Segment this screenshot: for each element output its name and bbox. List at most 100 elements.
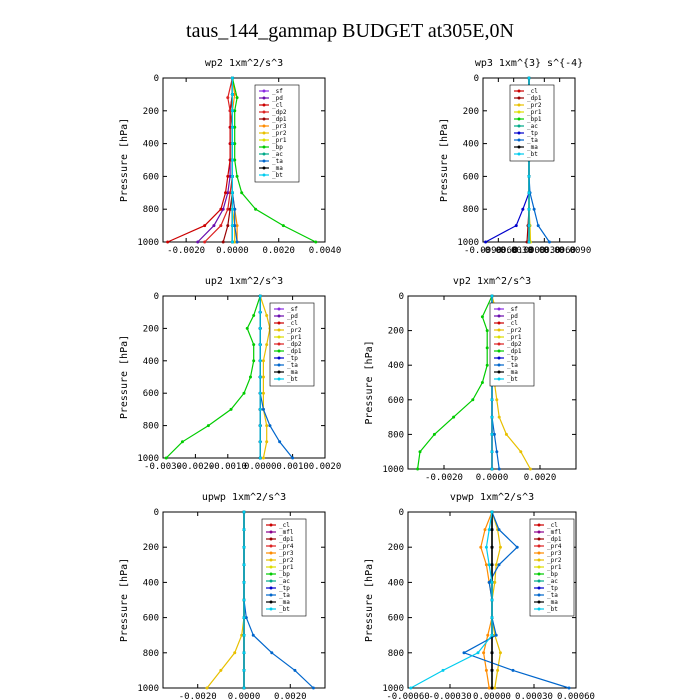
- data-point: [230, 92, 234, 96]
- data-point: [226, 191, 230, 195]
- legend-marker: [537, 558, 541, 562]
- data-point: [490, 598, 494, 602]
- legend-label: _bp: [279, 571, 290, 578]
- data-point: [242, 598, 246, 602]
- legend-marker: [277, 377, 281, 381]
- data-point: [490, 616, 494, 620]
- legend-label: _bp: [272, 144, 283, 151]
- data-point: [230, 158, 234, 162]
- legend-marker: [269, 565, 273, 569]
- legend-label: _dp1: [507, 348, 522, 355]
- data-point: [519, 450, 523, 454]
- data-point: [291, 456, 295, 460]
- legend-marker: [517, 138, 521, 142]
- data-point: [228, 174, 232, 178]
- data-point: [462, 651, 466, 655]
- y-tick-label: 400: [388, 578, 404, 588]
- data-point: [484, 545, 488, 549]
- data-point: [261, 375, 265, 379]
- legend-marker: [497, 321, 501, 325]
- data-point: [432, 432, 436, 436]
- data-point: [258, 391, 262, 395]
- data-point: [258, 375, 262, 379]
- data-point: [233, 207, 237, 211]
- y-tick-label: 800: [388, 430, 404, 440]
- data-point: [228, 207, 232, 211]
- data-point: [203, 240, 207, 244]
- panel-4: vp2 1xm^2/s^3 0 200 400 600 800 1000 -0.0020 0.0…: [364, 276, 577, 483]
- data-point: [228, 158, 232, 162]
- legend-label: _dp1: [527, 95, 542, 102]
- data-point: [487, 563, 491, 567]
- panel-title: upwp 1xm^2/s^3: [202, 492, 286, 503]
- data-point: [251, 633, 255, 637]
- legend-marker: [277, 335, 281, 339]
- legend-marker: [537, 565, 541, 569]
- y-tick-label: 600: [463, 172, 479, 182]
- data-point: [490, 563, 494, 567]
- data-point: [485, 346, 489, 350]
- data-point: [230, 240, 234, 244]
- legend-marker: [537, 586, 541, 590]
- x-tick-label: -0.0060: [479, 246, 517, 256]
- legend-marker: [517, 103, 521, 107]
- x-tick-label: 0.0020: [524, 473, 557, 483]
- legend-marker: [269, 551, 273, 555]
- data-point: [230, 174, 234, 178]
- panel-title: up2 1xm^2/s^3: [205, 276, 283, 287]
- legend-marker: [262, 89, 266, 93]
- y-tick-label: 1000: [137, 454, 159, 464]
- x-tick-label: -0.0030: [495, 246, 533, 256]
- series-line-dp1: [417, 295, 493, 470]
- data-point: [497, 563, 501, 567]
- data-point: [495, 450, 499, 454]
- legend-label: _bp1: [527, 116, 542, 123]
- legend-marker: [269, 593, 273, 597]
- data-point: [261, 407, 265, 411]
- data-point: [226, 224, 230, 228]
- data-point: [495, 398, 499, 402]
- legend-label: _pr2: [287, 327, 302, 334]
- legend-marker: [517, 89, 521, 93]
- data-point: [278, 440, 282, 444]
- legend-label: _ma: [527, 144, 538, 151]
- data-point: [212, 224, 216, 228]
- legend-label: _cl: [527, 88, 538, 95]
- legend-label: _dp1: [287, 348, 302, 355]
- y-axis-label: Pressure [hPa]: [119, 118, 130, 202]
- data-point: [498, 545, 502, 549]
- legend-marker: [269, 523, 273, 527]
- x-tick-label: -0.0020: [425, 473, 463, 483]
- data-point: [258, 326, 262, 330]
- legend-marker: [537, 544, 541, 548]
- data-point: [490, 686, 494, 690]
- legend-label: _pr4: [279, 543, 294, 550]
- legend-marker: [262, 152, 266, 156]
- legend-marker: [537, 537, 541, 541]
- panel-3: up2 1xm^2/s^302004006008001000-0.0030-0.…: [119, 276, 341, 472]
- data-point: [482, 651, 486, 655]
- data-point: [233, 142, 237, 146]
- data-point: [268, 424, 272, 428]
- x-tick-label: -0.0010: [209, 462, 247, 472]
- legend-label: _tp: [527, 130, 538, 137]
- data-point: [265, 313, 269, 317]
- series-line-dp1: [165, 295, 261, 459]
- data-point: [233, 109, 237, 113]
- y-tick-label: 200: [143, 324, 159, 334]
- data-point: [487, 528, 491, 532]
- y-tick-label: 1000: [382, 684, 404, 694]
- legend-label: _pd: [507, 313, 518, 320]
- legend-label: _sf: [287, 306, 298, 313]
- legend-marker: [269, 558, 273, 562]
- data-point: [265, 440, 269, 444]
- x-tick-label: 0.0030: [528, 246, 561, 256]
- data-point: [242, 616, 246, 620]
- data-point: [240, 633, 244, 637]
- data-point: [261, 359, 265, 363]
- data-point: [226, 207, 230, 211]
- legend-marker: [537, 579, 541, 583]
- legend-marker: [517, 110, 521, 114]
- legend-marker: [277, 314, 281, 318]
- data-point: [479, 545, 483, 549]
